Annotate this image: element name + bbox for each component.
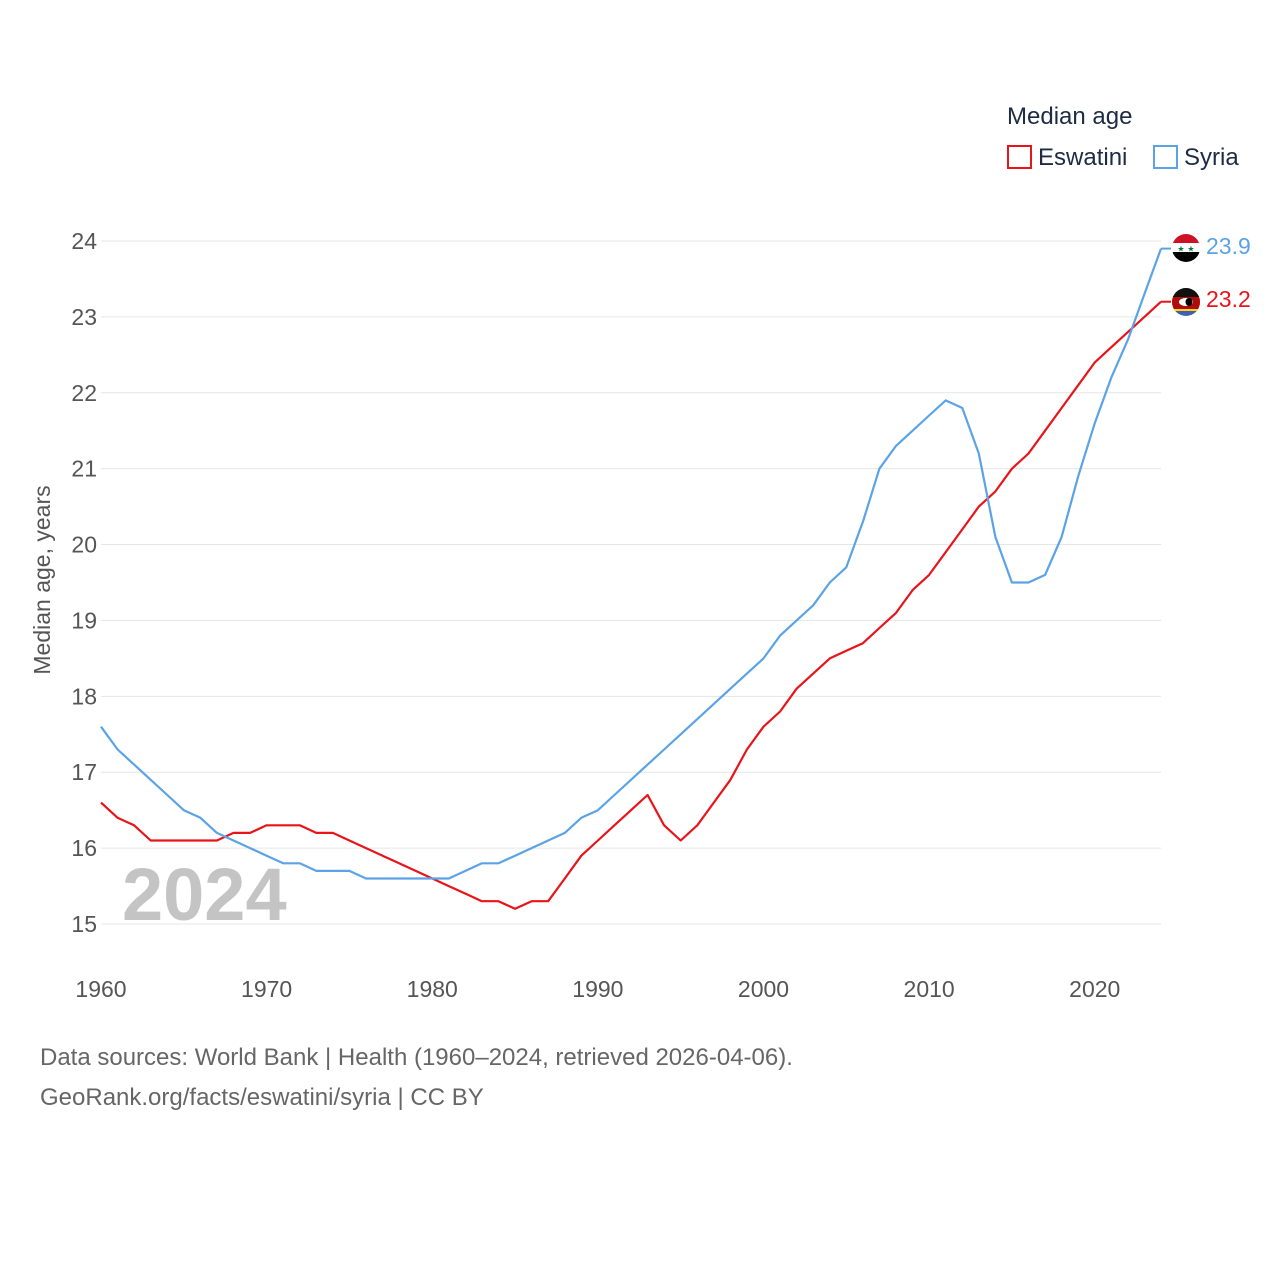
x-tick-label: 1990 xyxy=(572,976,623,1002)
legend-swatch-eswatini xyxy=(1007,145,1032,169)
series-line-eswatini[interactable] xyxy=(100,300,1162,910)
svg-text:★: ★ xyxy=(1187,245,1194,254)
year-watermark: 2024 xyxy=(122,853,287,936)
x-tick-label: 1970 xyxy=(241,976,292,1002)
y-tick-label: 15 xyxy=(71,911,97,937)
y-tick-label: 23 xyxy=(71,304,97,330)
x-tick-label: 1960 xyxy=(75,976,126,1002)
y-tick-label: 21 xyxy=(71,456,97,482)
footer-credit-link[interactable]: GeoRank.org/facts/eswatini/syria | CC BY xyxy=(40,1084,484,1111)
y-tick-label: 20 xyxy=(71,532,97,558)
footer-sources: Data sources: World Bank | Health (1960–… xyxy=(40,1044,793,1071)
legend-item-eswatini[interactable]: Eswatini xyxy=(1007,144,1127,171)
svg-text:★: ★ xyxy=(1177,245,1184,254)
y-tick-label: 22 xyxy=(71,380,97,406)
y-tick-label: 24 xyxy=(71,228,97,254)
y-tick-label: 19 xyxy=(71,607,97,633)
series-line-syria[interactable] xyxy=(100,248,1163,880)
legend-label-syria: Syria xyxy=(1184,144,1239,171)
y-axis: 15 16 17 18 19 20 21 22 23 24 xyxy=(71,228,97,937)
y-axis-title: Median age, years xyxy=(29,485,55,674)
y-tick-label: 18 xyxy=(71,683,97,709)
x-tick-label: 2000 xyxy=(738,976,789,1002)
y-tick-label: 16 xyxy=(71,835,97,861)
legend-swatch-syria xyxy=(1153,145,1178,169)
x-tick-label: 2010 xyxy=(904,976,955,1002)
gridlines xyxy=(101,240,1161,925)
x-tick-label: 2020 xyxy=(1069,976,1120,1002)
y-tick-label: 17 xyxy=(71,759,97,785)
x-axis: 1960 1970 1980 1990 2000 2010 2020 xyxy=(75,976,1120,1002)
eswatini-flag-icon xyxy=(1172,288,1200,316)
legend-title: Median age xyxy=(1007,103,1132,130)
x-tick-label: 1980 xyxy=(407,976,458,1002)
legend-label-eswatini: Eswatini xyxy=(1038,144,1127,171)
legend[interactable]: Median age Eswatini Syria xyxy=(1007,103,1239,171)
legend-item-syria[interactable]: Syria xyxy=(1153,144,1239,171)
syria-flag-icon: ★ ★ xyxy=(1172,234,1200,262)
end-label-syria: 23.9 xyxy=(1206,233,1251,259)
series-lines xyxy=(100,247,1171,910)
end-label-eswatini: 23.2 xyxy=(1206,286,1251,312)
